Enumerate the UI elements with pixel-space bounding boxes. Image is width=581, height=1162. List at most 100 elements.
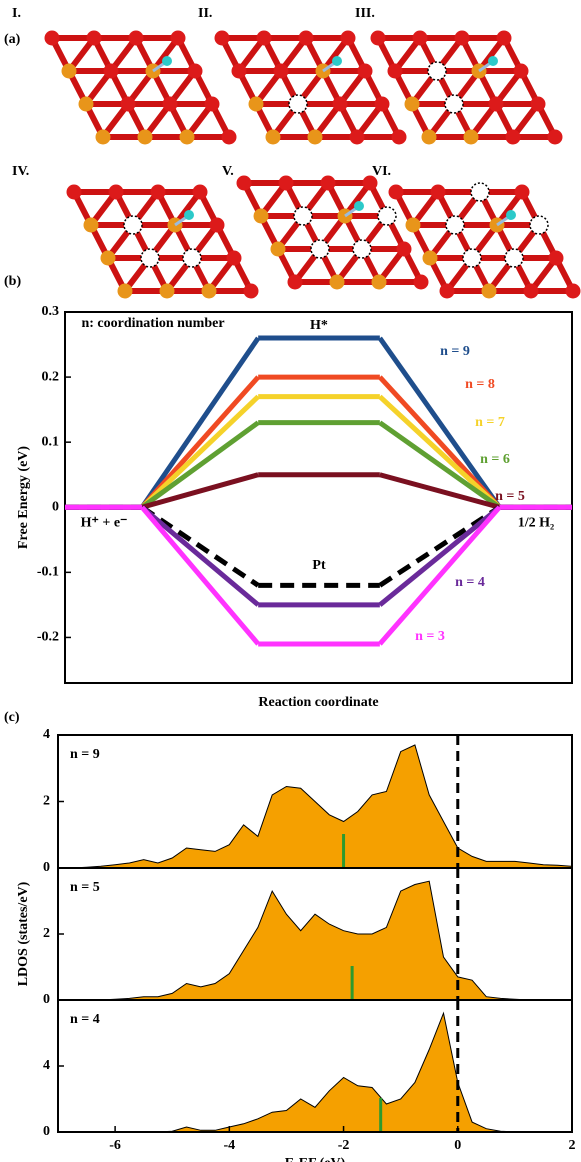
energy-connector [140,394,260,510]
atom [192,184,208,200]
y-tick-label: 0 [43,992,50,1007]
y-tick-label: 2 [43,794,50,809]
atom [412,30,428,46]
ldos-area [58,880,572,1001]
atom [103,63,119,79]
structure-label: IV. [12,164,29,179]
atom [374,96,390,112]
y-tick-label: 0 [43,1124,50,1139]
x-tick-label: -6 [109,1138,121,1153]
x-axis-label: Reaction coordinate [258,695,378,710]
atom [430,184,446,200]
atom [530,96,546,112]
annotation: n = 5 [70,880,100,895]
panel-label: (c) [4,710,20,725]
y-tick-label: 0 [43,860,50,875]
category-label: 1/2 H₂ [518,515,554,530]
atom [214,30,230,46]
atom [298,30,314,46]
legend-label: n = 6 [480,452,510,467]
x-tick-label: 2 [569,1138,576,1153]
vacancy [140,248,160,268]
y-tick-label: 2 [43,926,50,941]
hydrogen [488,56,498,66]
atom [273,63,289,79]
atom [349,129,365,145]
hydrogen [162,56,172,66]
atom [481,283,497,299]
hydrogen [354,201,364,211]
atom [61,63,77,79]
structure [214,30,407,145]
atom [463,129,479,145]
atom [120,96,136,112]
atom [170,30,186,46]
atom [150,184,166,200]
vacancy [310,239,330,259]
vacancy [377,206,397,226]
atom [523,283,539,299]
atom [422,250,438,266]
atom [565,283,581,299]
legend-label: n = 3 [415,629,445,644]
structure-label: II. [198,6,212,21]
atom [439,283,455,299]
atom [505,129,521,145]
y-axis-label: Free Energy (eV) [16,446,31,549]
energy-connector [379,472,501,510]
x-axis-label: E-EF (eV) [285,1156,346,1162]
atom [454,30,470,46]
atom [371,274,387,290]
vacancy [470,182,490,202]
energy-connector [140,505,261,646]
atom [391,129,407,145]
atom [66,184,82,200]
energy-connector [378,505,501,588]
atom [405,217,421,233]
atom [78,96,94,112]
y-axis-label: LDOS (states/eV) [16,881,31,986]
atom [117,283,133,299]
vacancy [352,239,372,259]
category-label: H⁺ + e⁻ [81,515,128,530]
hydrogen [506,210,516,220]
atom [236,175,252,191]
atom [329,274,345,290]
atom [95,129,111,145]
atom [137,129,153,145]
y-tick-label: 0 [52,499,59,514]
atom [204,96,220,112]
atom [396,241,412,257]
atom [370,30,386,46]
structure [44,30,237,145]
ldos-area [58,1011,572,1133]
y-tick-label: 0.3 [42,304,60,319]
vacancy [427,61,447,81]
atom [270,241,286,257]
vacancy [293,206,313,226]
structure [388,182,581,299]
atom [513,63,529,79]
structure-label: VI. [372,164,391,179]
atom [488,96,504,112]
atom [332,96,348,112]
legend-label: n = 4 [455,575,485,590]
structure [370,30,563,145]
ldos-area [58,744,573,869]
x-tick-label: -2 [338,1138,350,1153]
atom [320,175,336,191]
atom [287,274,303,290]
atom [128,30,144,46]
atom [100,250,116,266]
atom [253,208,269,224]
atom [83,217,99,233]
atom [413,274,429,290]
atom [548,250,564,266]
atom [388,184,404,200]
annotation: n = 9 [70,747,100,762]
structure [66,184,259,299]
legend-label: n = 8 [465,377,495,392]
y-tick-label: 0.2 [42,369,60,384]
